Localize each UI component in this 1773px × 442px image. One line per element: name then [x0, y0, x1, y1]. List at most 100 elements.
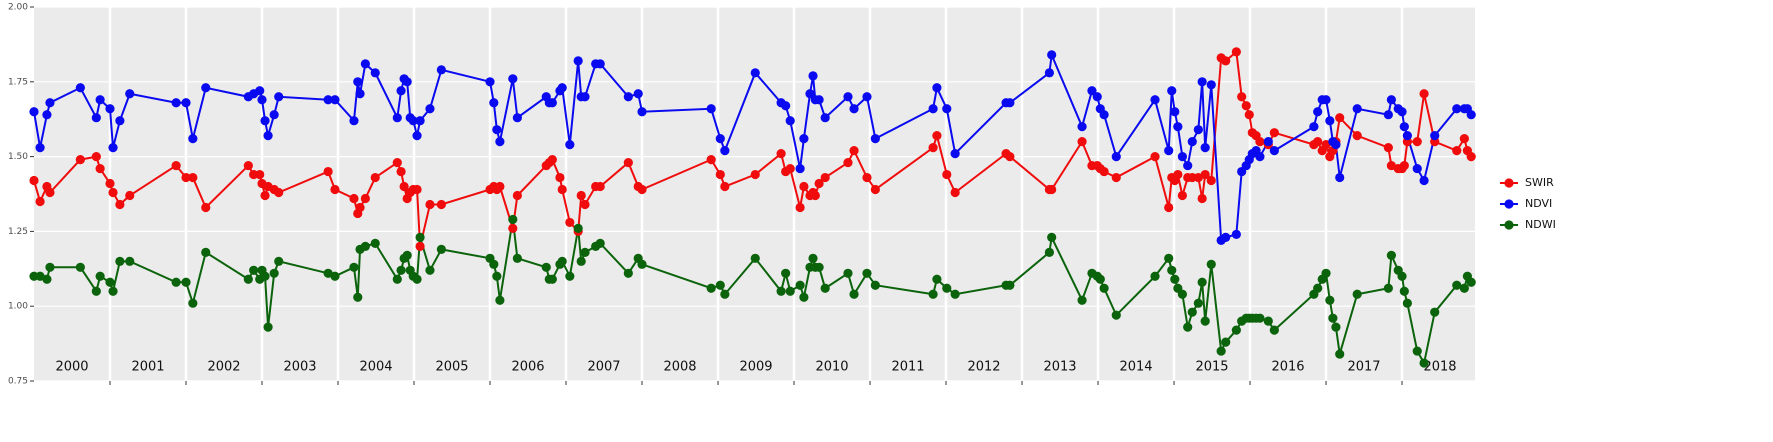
- year-label: 2002: [207, 360, 240, 375]
- data-point: [1399, 122, 1409, 132]
- data-point: [495, 295, 505, 305]
- data-point: [125, 190, 135, 201]
- data-point: [870, 134, 880, 144]
- year-label: 2013: [1043, 360, 1076, 375]
- data-point: [781, 268, 791, 278]
- data-point: [201, 202, 211, 213]
- data-point: [820, 172, 830, 183]
- data-point: [255, 169, 265, 180]
- data-point: [706, 104, 716, 114]
- legend-marker: [1504, 199, 1514, 209]
- data-point: [1047, 50, 1057, 60]
- data-point: [1269, 325, 1279, 335]
- data-point: [42, 110, 52, 120]
- panel: [34, 7, 1475, 381]
- data-point: [706, 283, 716, 293]
- data-point: [412, 274, 422, 284]
- year-label: 2010: [815, 360, 848, 375]
- data-point: [928, 143, 938, 153]
- data-point: [269, 268, 279, 278]
- data-point: [715, 134, 725, 144]
- data-point: [1352, 104, 1362, 114]
- data-point: [396, 166, 406, 177]
- data-point: [557, 184, 567, 195]
- data-point: [353, 77, 363, 87]
- data-point: [105, 277, 115, 287]
- data-point: [633, 89, 643, 99]
- data-point: [1241, 101, 1251, 111]
- data-point: [776, 286, 786, 296]
- data-point: [95, 163, 105, 174]
- data-point: [1177, 289, 1187, 299]
- data-point: [1459, 134, 1469, 144]
- data-point: [489, 98, 499, 108]
- data-point: [1430, 131, 1440, 141]
- data-point: [485, 77, 495, 87]
- data-point: [565, 217, 575, 228]
- data-point: [1231, 229, 1241, 239]
- y-tick-label: 1.25: [8, 227, 28, 237]
- data-point: [412, 184, 422, 195]
- year-label: 2016: [1271, 360, 1304, 375]
- data-point: [370, 238, 380, 248]
- data-point: [820, 283, 830, 293]
- data-point: [623, 157, 633, 168]
- data-point: [1164, 202, 1174, 213]
- data-point: [1197, 77, 1207, 87]
- data-point: [355, 202, 365, 213]
- year-label: 2001: [131, 360, 164, 375]
- data-point: [402, 250, 412, 260]
- data-point: [91, 286, 101, 296]
- data-point: [95, 95, 105, 105]
- data-point: [1231, 325, 1241, 335]
- data-point: [1402, 131, 1412, 141]
- data-point: [942, 104, 952, 114]
- data-point: [1095, 274, 1105, 284]
- data-point: [808, 71, 818, 81]
- data-point: [1255, 313, 1265, 323]
- data-point: [436, 65, 446, 75]
- data-point: [108, 187, 118, 198]
- data-point: [1150, 152, 1160, 162]
- data-point: [1419, 175, 1429, 186]
- data-point: [785, 116, 795, 126]
- data-point: [1077, 122, 1087, 132]
- data-point: [105, 104, 115, 114]
- data-point: [1206, 259, 1216, 269]
- data-point: [849, 289, 859, 299]
- data-point: [255, 86, 265, 96]
- year-label: 2017: [1347, 360, 1380, 375]
- data-point: [1193, 125, 1203, 135]
- data-point: [1263, 137, 1273, 147]
- data-point: [1047, 232, 1057, 242]
- data-point: [862, 268, 872, 278]
- data-point: [125, 89, 135, 99]
- data-point: [928, 289, 938, 299]
- data-point: [862, 92, 872, 102]
- data-point: [29, 107, 39, 117]
- data-point: [1383, 143, 1393, 153]
- data-point: [1005, 280, 1015, 290]
- data-point: [188, 134, 198, 144]
- data-point: [805, 89, 815, 99]
- data-point: [29, 175, 39, 186]
- data-point: [1255, 152, 1265, 162]
- data-point: [1183, 322, 1193, 332]
- data-point: [1237, 92, 1247, 102]
- data-point: [1331, 322, 1341, 332]
- data-point: [323, 166, 333, 177]
- data-point: [35, 196, 45, 207]
- data-point: [1419, 89, 1429, 99]
- data-point: [750, 68, 760, 78]
- data-point: [1173, 122, 1183, 132]
- data-point: [1313, 137, 1323, 147]
- data-point: [932, 274, 942, 284]
- y-tick-label: 1.75: [8, 77, 28, 87]
- data-point: [188, 298, 198, 308]
- data-point: [392, 113, 402, 123]
- data-point: [1430, 307, 1440, 317]
- data-point: [1150, 271, 1160, 281]
- data-point: [1005, 152, 1015, 162]
- data-point: [1402, 298, 1412, 308]
- data-point: [274, 92, 284, 102]
